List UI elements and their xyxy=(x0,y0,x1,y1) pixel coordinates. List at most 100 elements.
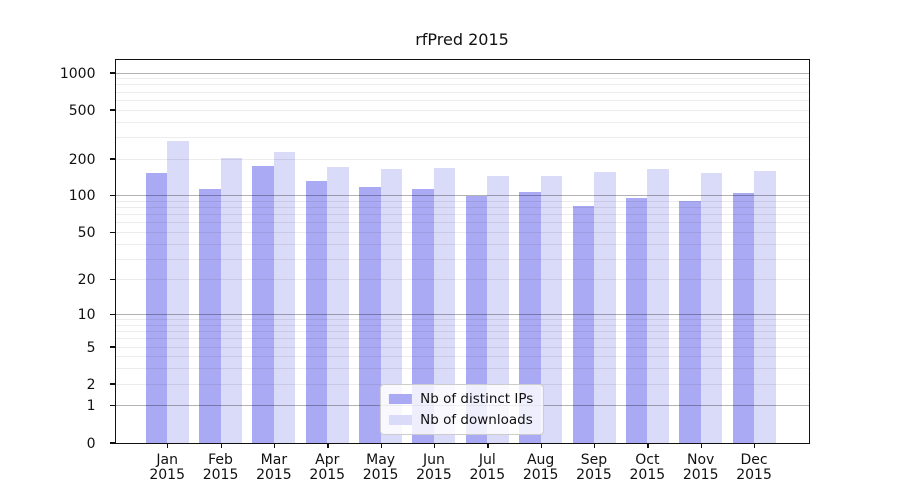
gridline-major-1000 xyxy=(114,72,810,74)
x-tick-mark-aug xyxy=(540,443,542,448)
gridline-minor-700 xyxy=(114,91,810,93)
bar-distinct-ips-feb xyxy=(199,188,221,444)
y-tick-mark-20 xyxy=(109,279,115,281)
bar-downloads-mar xyxy=(273,152,296,444)
gridline-minor-300 xyxy=(114,136,810,138)
x-tick-label-jan: Jan 2015 xyxy=(149,451,185,483)
bar-downloads-nov xyxy=(700,172,723,444)
gridline-minor-600 xyxy=(114,99,810,101)
y-tick-mark-1 xyxy=(109,405,115,407)
gridline-minor-3 xyxy=(114,368,810,370)
gridline-major-10 xyxy=(114,314,810,316)
gridline-minor-800 xyxy=(114,84,810,86)
gridline-minor-500 xyxy=(114,109,810,111)
legend-swatch-downloads xyxy=(389,414,413,425)
gridline-minor-200 xyxy=(114,158,810,160)
y-tick-label-50: 50 xyxy=(77,224,96,241)
x-tick-mark-may xyxy=(380,443,382,448)
x-tick-label-mar: Mar 2015 xyxy=(256,451,292,483)
bar-distinct-ips-nov xyxy=(679,201,701,444)
x-tick-mark-feb xyxy=(220,443,222,448)
x-tick-mark-apr xyxy=(327,443,329,448)
x-tick-label-nov: Nov 2015 xyxy=(682,451,719,483)
y-tick-mark-1000 xyxy=(109,72,115,74)
gridline-minor-40 xyxy=(114,243,810,245)
y-axis-labels: 0 1 2 5 10 20 50 100 200 500 1000 xyxy=(0,59,105,452)
bar-distinct-ips-mar xyxy=(252,166,274,444)
x-tick-mark-sep xyxy=(594,443,596,448)
x-tick-label-jul: Jul 2015 xyxy=(469,451,506,483)
bar-downloads-oct xyxy=(647,169,669,444)
gridline-minor-5 xyxy=(114,346,810,348)
x-tick-mark-mar xyxy=(273,443,276,448)
y-tick-label-500: 500 xyxy=(68,102,96,119)
y-tick-label-20: 20 xyxy=(77,272,96,289)
plot-area: Nb of distinct IPs Nb of downloads xyxy=(109,59,810,448)
x-tick-label-jun: Jun 2015 xyxy=(416,451,452,483)
gridline-minor-20 xyxy=(114,279,810,281)
x-tick-label-may: May 2015 xyxy=(362,451,399,483)
y-tick-label-10: 10 xyxy=(77,307,96,324)
y-tick-label-5: 5 xyxy=(86,339,96,356)
legend-item-distinct-ips: Nb of distinct IPs xyxy=(389,390,533,408)
y-tick-mark-100 xyxy=(109,195,115,197)
gridline-minor-900 xyxy=(114,78,810,80)
bar-distinct-ips-jul xyxy=(465,196,488,444)
bar-downloads-sep xyxy=(594,172,616,444)
y-tick-mark-200 xyxy=(109,158,115,160)
y-tick-label-1: 1 xyxy=(86,398,96,415)
bar-downloads-may xyxy=(380,169,403,444)
bar-distinct-ips-apr xyxy=(305,181,328,444)
gridline-minor-60 xyxy=(114,222,810,224)
gridline-minor-70 xyxy=(114,214,810,216)
y-tick-label-1000: 1000 xyxy=(59,65,96,82)
bar-downloads-feb xyxy=(220,157,243,444)
x-tick-label-dec: Dec 2015 xyxy=(736,451,772,483)
gridline-minor-30 xyxy=(114,258,810,260)
gridline-minor-50 xyxy=(114,231,810,233)
gridline-minor-7 xyxy=(114,331,810,333)
legend-label-downloads: Nb of downloads xyxy=(420,411,533,428)
y-tick-mark-2 xyxy=(109,383,115,385)
bar-downloads-jul xyxy=(487,175,509,444)
bar-distinct-ips-may xyxy=(359,186,381,444)
chart-title: rfPred 2015 xyxy=(415,30,509,49)
bar-downloads-aug xyxy=(540,175,563,444)
bar-distinct-ips-jan xyxy=(145,172,168,444)
x-tick-label-aug: Aug 2015 xyxy=(522,451,559,483)
bar-downloads-dec xyxy=(754,171,776,444)
bar-downloads-apr xyxy=(327,166,349,444)
gridline-minor-400 xyxy=(114,121,810,123)
legend-swatch-distinct-ips xyxy=(389,393,413,404)
y-tick-label-200: 200 xyxy=(68,151,96,168)
gridline-minor-4 xyxy=(114,356,810,358)
y-tick-mark-10 xyxy=(109,313,115,316)
gridline-minor-90 xyxy=(114,200,810,202)
gridline-minor-8 xyxy=(114,324,810,326)
legend: Nb of distinct IPs Nb of downloads xyxy=(380,383,545,435)
y-tick-mark-5 xyxy=(109,346,115,348)
gridline-minor-9 xyxy=(114,319,810,321)
y-tick-label-0: 0 xyxy=(86,435,96,452)
gridline-minor-80 xyxy=(114,207,810,209)
x-tick-mark-oct xyxy=(647,443,649,448)
bar-distinct-ips-jun xyxy=(412,189,434,444)
legend-item-downloads: Nb of downloads xyxy=(389,411,533,429)
bar-distinct-ips-oct xyxy=(625,197,648,444)
bar-distinct-ips-aug xyxy=(519,192,541,444)
bar-distinct-ips-sep xyxy=(572,205,594,444)
x-tick-mark-jun xyxy=(433,443,436,448)
y-tick-mark-500 xyxy=(109,109,115,111)
x-tick-mark-nov xyxy=(700,443,702,448)
legend-label-distinct-ips: Nb of distinct IPs xyxy=(420,390,534,407)
bar-distinct-ips-dec xyxy=(732,192,755,444)
x-tick-label-apr: Apr 2015 xyxy=(309,451,346,483)
y-tick-label-100: 100 xyxy=(68,188,96,205)
x-tick-label-oct: Oct 2015 xyxy=(629,451,666,483)
x-tick-mark-dec xyxy=(754,443,756,448)
bar-downloads-jan xyxy=(167,141,189,444)
gridline-major-100 xyxy=(114,195,810,197)
y-tick-label-2: 2 xyxy=(86,376,96,393)
x-tick-mark-jul xyxy=(487,443,489,448)
